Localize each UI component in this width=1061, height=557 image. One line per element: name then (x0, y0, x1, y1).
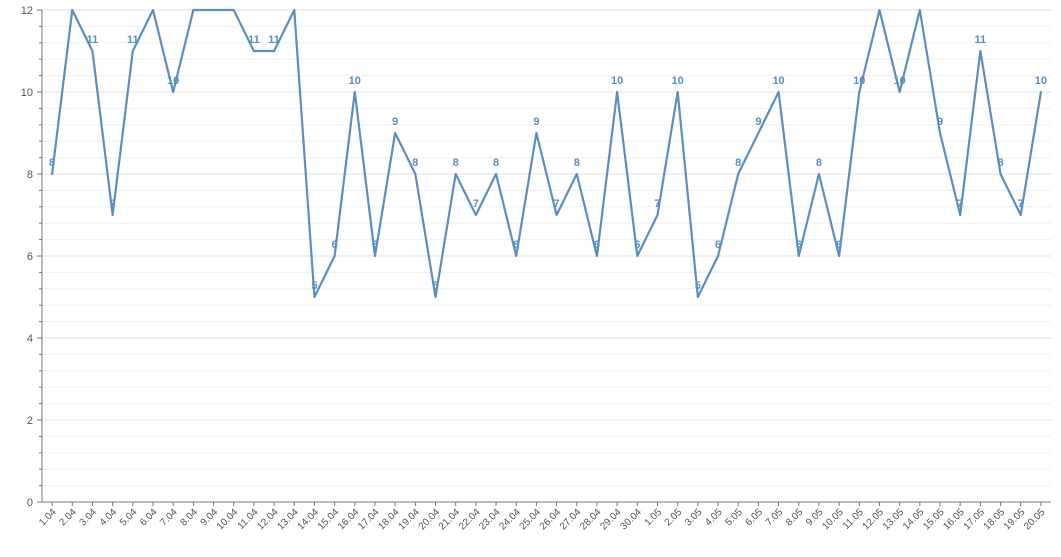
point-label: 8 (493, 157, 499, 169)
point-label: 10 (853, 75, 865, 87)
point-label: 8 (574, 157, 580, 169)
point-label: 10 (772, 75, 784, 87)
line-chart-container: 0 2 4 6 8 10 12 8 11 7 11 10 11 11 5 6 10 6 9 8 5 8 7 8 6 9 7 8 6 10 6… (0, 0, 1061, 557)
point-label: 10 (349, 75, 361, 87)
point-label: 9 (937, 116, 943, 128)
y-tick-label: 4 (27, 333, 33, 345)
point-label: 6 (372, 239, 378, 251)
y-tick-label: 0 (27, 497, 33, 509)
point-label: 8 (735, 157, 741, 169)
point-label: 8 (453, 157, 459, 169)
point-label: 8 (49, 157, 55, 169)
point-label: 7 (957, 198, 963, 210)
point-label: 10 (894, 75, 906, 87)
y-tick-label: 2 (27, 415, 33, 427)
point-label: 5 (311, 280, 317, 292)
point-label: 7 (110, 198, 116, 210)
point-label: 6 (715, 239, 721, 251)
point-label: 11 (87, 34, 99, 46)
point-label: 9 (755, 116, 761, 128)
y-tick-label: 6 (27, 251, 33, 263)
point-label: 8 (816, 157, 822, 169)
point-label: 6 (332, 239, 338, 251)
point-label: 6 (634, 239, 640, 251)
point-label: 8 (997, 157, 1003, 169)
point-label: 5 (432, 280, 438, 292)
point-label: 9 (533, 116, 539, 128)
point-label: 11 (248, 34, 260, 46)
point-label: 11 (268, 34, 280, 46)
point-label: 6 (513, 239, 519, 251)
point-label: 6 (796, 239, 802, 251)
point-label: 10 (672, 75, 684, 87)
point-label: 8 (412, 157, 418, 169)
point-label: 11 (975, 34, 987, 46)
point-label: 10 (1035, 75, 1047, 87)
y-tick-label: 10 (21, 87, 33, 99)
y-tick-label: 12 (21, 5, 33, 17)
point-label: 9 (392, 116, 398, 128)
point-label: 7 (473, 198, 479, 210)
point-label: 6 (836, 239, 842, 251)
point-label: 11 (127, 34, 139, 46)
point-label: 7 (554, 198, 560, 210)
point-label: 7 (654, 198, 660, 210)
point-label: 10 (167, 75, 179, 87)
point-label: 10 (611, 75, 623, 87)
line-chart: 0 2 4 6 8 10 12 8 11 7 11 10 11 11 5 6 10 6 9 8 5 8 7 8 6 9 7 8 6 10 6… (0, 0, 1061, 557)
point-label: 5 (695, 280, 701, 292)
y-tick-label: 8 (27, 169, 33, 181)
point-label: 7 (1018, 198, 1024, 210)
point-label: 6 (594, 239, 600, 251)
